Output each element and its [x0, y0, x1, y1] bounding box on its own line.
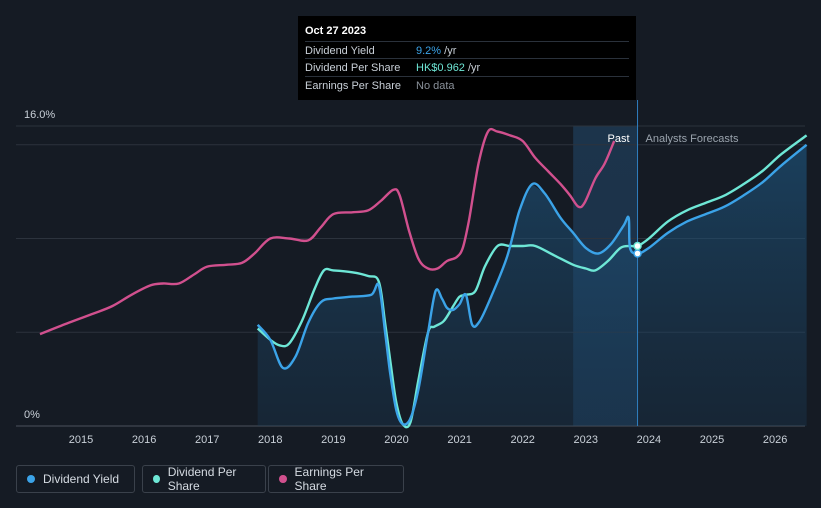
x-tick-label: 2025	[700, 434, 724, 446]
x-tick-label: 2016	[132, 434, 156, 446]
x-tick-label: 2015	[69, 434, 93, 446]
tooltip-row-earnings-per-share: Earnings Per Share No data	[305, 76, 629, 94]
tooltip-label: Earnings Per Share	[305, 80, 401, 92]
x-tick-label: 2026	[763, 434, 787, 446]
tooltip-value: 9.2% /yr	[416, 45, 456, 57]
series-lines	[39, 127, 808, 429]
x-tick-label: 2019	[321, 434, 345, 446]
y-axis-ticks: 0% 16.0%	[24, 109, 55, 421]
tooltip-date: Oct 27 2023	[305, 25, 367, 37]
x-tick-label: 2024	[637, 434, 661, 446]
tooltip-value-number: No data	[416, 80, 455, 92]
marker-dividend-yield	[633, 249, 642, 258]
x-tick-label: 2023	[574, 434, 598, 446]
past-label: Past	[608, 133, 630, 145]
tooltip-value: No data	[416, 80, 455, 92]
forecast-label: Analysts Forecasts	[646, 133, 739, 145]
tooltip-value-unit: /yr	[464, 62, 481, 74]
x-tick-label: 2021	[447, 434, 471, 446]
x-tick-label: 2017	[195, 434, 219, 446]
tooltip-row-dividend-yield: Dividend Yield 9.2% /yr	[305, 41, 629, 59]
x-axis-ticks: 2015 2016 2017 2018 2019 2020 2021 2022 2023 2024…	[69, 434, 788, 446]
tooltip-row-dividend-per-share: Dividend Per Share HK$0.962 /yr	[305, 58, 629, 76]
tooltip-value-number: HK$0.962	[416, 62, 465, 74]
x-tick-label: 2022	[510, 434, 534, 446]
legend-dot	[153, 475, 160, 483]
legend-dot	[27, 475, 35, 483]
legend-dot	[279, 475, 287, 483]
dividend-yield-area	[257, 144, 807, 427]
tooltip-value: HK$0.962 /yr	[416, 62, 480, 74]
x-tick-label: 2018	[258, 434, 282, 446]
tooltip-value-number: 9.2%	[416, 45, 442, 57]
tooltip-label: Dividend Yield	[305, 45, 375, 57]
legend-label: Dividend Yield	[43, 472, 120, 486]
tooltip-label: Dividend Per Share	[305, 62, 401, 74]
tooltip-value-unit: /yr	[441, 45, 457, 57]
legend-dividend-yield[interactable]: Dividend Yield	[16, 465, 135, 493]
series-line-earnings-per-share	[39, 127, 616, 336]
legend-label: Earnings Per Share	[294, 465, 364, 493]
marker-dividend-per-share	[633, 241, 642, 251]
y-tick-label: 0%	[24, 409, 40, 421]
legend-dividend-per-share[interactable]: Dividend Per Share	[142, 465, 266, 493]
x-tick-label: 2020	[384, 434, 408, 446]
tooltip: Oct 27 2023 Dividend Yield 9.2% /yr Divi…	[298, 16, 636, 100]
legend-label: Dividend Per Share	[167, 465, 237, 493]
series-line-dividend-per-share	[256, 134, 808, 429]
y-tick-label: 16.0%	[24, 109, 55, 121]
series-line-dividend-yield	[256, 143, 808, 426]
legend-earnings-per-share[interactable]: Earnings Per Share	[268, 465, 404, 493]
current-markers	[633, 241, 642, 258]
